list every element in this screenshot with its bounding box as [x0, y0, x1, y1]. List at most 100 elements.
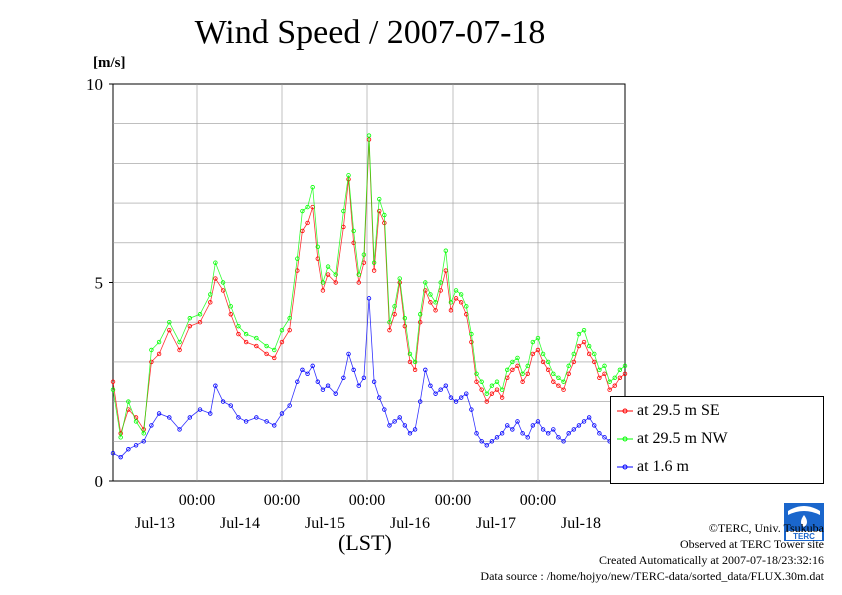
- series-point-0: [607, 387, 612, 392]
- series-point-1: [407, 351, 413, 357]
- series-point-1: [243, 331, 249, 337]
- series-point-2: [576, 423, 582, 428]
- created-text: Created Automatically at 2007-07-18/23:3…: [599, 553, 824, 567]
- series-point-2: [356, 383, 361, 388]
- y-axis-unit-label: [m/s]: [93, 55, 126, 71]
- series-point-0: [243, 339, 249, 345]
- series-point-1: [220, 280, 226, 285]
- series-point-1: [443, 248, 448, 253]
- series-point-0: [489, 391, 495, 396]
- series-point-2: [187, 415, 192, 420]
- series-point-1: [187, 316, 192, 321]
- series-point-1: [208, 292, 213, 297]
- series-point-1: [423, 280, 428, 285]
- series-point-2: [325, 383, 331, 388]
- series-point-1: [546, 359, 551, 365]
- series-point-0: [208, 300, 213, 305]
- series-point-2: [469, 407, 474, 412]
- series-point-1: [305, 204, 310, 210]
- series-point-2: [505, 423, 510, 428]
- series-point-2: [351, 367, 356, 373]
- series-point-2: [310, 363, 315, 369]
- y-tick-label: 10: [86, 75, 103, 94]
- series-point-0: [520, 379, 525, 384]
- series-point-1: [561, 379, 566, 384]
- series-point-0: [622, 371, 628, 377]
- series-point-2: [371, 379, 377, 384]
- series-point-0: [402, 323, 408, 329]
- series-point-2: [333, 391, 338, 396]
- series-point-1: [453, 288, 459, 293]
- x-tick-day-label: Jul-13: [135, 515, 175, 532]
- series-point-0: [356, 280, 361, 285]
- series-point-1: [228, 304, 233, 309]
- series-point-2: [551, 427, 556, 432]
- series-point-0: [220, 288, 226, 293]
- x-tick-day-label: Jul-14: [220, 515, 260, 532]
- series-point-0: [469, 339, 474, 345]
- series-point-2: [382, 407, 387, 412]
- series-point-1: [361, 252, 367, 257]
- legend-marker-1-6m: [617, 464, 633, 470]
- series-point-2: [392, 419, 397, 424]
- series-point-0: [494, 387, 500, 392]
- series-point-1: [438, 280, 443, 285]
- series-point-2: [197, 407, 203, 412]
- legend-item-se: at 29.5 m SE: [617, 401, 720, 421]
- series-point-0: [371, 268, 377, 273]
- series-point-0: [515, 363, 520, 369]
- series-point-2: [315, 379, 320, 384]
- series-point-1: [371, 260, 377, 265]
- series-point-1: [535, 335, 541, 341]
- series-point-2: [397, 415, 402, 420]
- series-point-1: [197, 312, 203, 317]
- series-point-1: [484, 391, 489, 396]
- series-point-2: [133, 443, 139, 448]
- series-point-2: [167, 415, 172, 420]
- series-point-2: [592, 423, 597, 428]
- series-point-2: [361, 375, 367, 380]
- legend-label-se: at 29.5 m SE: [637, 402, 720, 419]
- series-point-2: [484, 443, 489, 448]
- series-point-1: [622, 363, 628, 369]
- source-text: Data source : /home/hojyo/new/TERC-data/…: [480, 569, 824, 583]
- series-point-2: [243, 419, 249, 424]
- series-point-1: [264, 343, 269, 349]
- series-point-0: [264, 351, 269, 357]
- series-point-1: [387, 320, 392, 325]
- x-tick-time-label: 00:00: [179, 492, 215, 509]
- series-point-0: [556, 383, 561, 388]
- series-point-2: [141, 439, 146, 444]
- series-point-2: [561, 439, 566, 444]
- grid-lines: [113, 84, 625, 481]
- series-point-2: [387, 423, 392, 428]
- series-point-1: [602, 363, 607, 369]
- series-point-1: [464, 304, 469, 309]
- series-point-1: [469, 331, 474, 337]
- series-point-2: [295, 379, 300, 384]
- series-point-2: [546, 431, 551, 436]
- series-point-2: [305, 371, 310, 377]
- x-tick-time-label: 00:00: [520, 492, 556, 509]
- legend-item-1-6m: at 1.6 m: [617, 457, 689, 477]
- series-point-2: [220, 399, 226, 404]
- series-point-2: [287, 403, 292, 408]
- series-point-1: [141, 431, 146, 436]
- series-point-2: [377, 395, 382, 400]
- series-point-2: [366, 296, 372, 301]
- series-point-2: [320, 387, 326, 392]
- series-point-0: [407, 359, 413, 365]
- legend-marker-se: [617, 408, 633, 414]
- series-point-2: [341, 375, 346, 380]
- series-point-2: [110, 451, 116, 456]
- series-point-1: [213, 260, 218, 265]
- series-point-1: [118, 435, 123, 440]
- series-point-1: [458, 292, 464, 297]
- series-point-1: [377, 196, 382, 202]
- series-point-2: [264, 419, 269, 424]
- series-line-0: [112, 139, 626, 434]
- series-point-0: [392, 312, 397, 317]
- series-point-0: [448, 308, 454, 313]
- series-point-0: [530, 351, 536, 357]
- series-point-2: [525, 435, 530, 440]
